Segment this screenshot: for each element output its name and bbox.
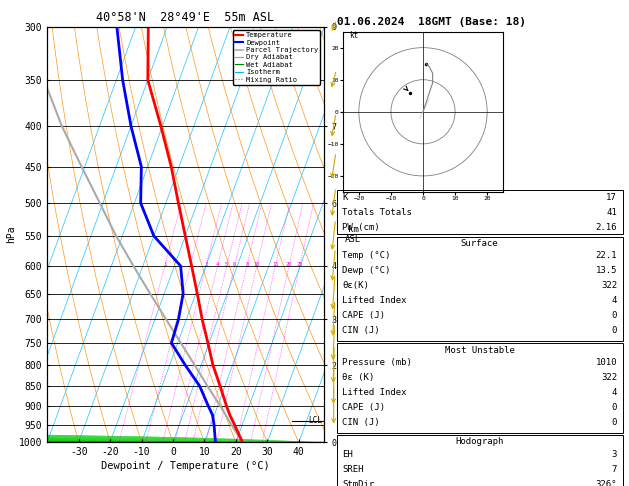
Text: 15: 15 [272,261,279,266]
Text: StmDir: StmDir [342,480,374,486]
Text: 25: 25 [296,261,303,266]
Text: Most Unstable: Most Unstable [445,346,515,354]
Text: CAPE (J): CAPE (J) [342,403,385,412]
Text: 322: 322 [601,373,617,382]
Text: 01.06.2024  18GMT (Base: 18): 01.06.2024 18GMT (Base: 18) [337,17,525,27]
Text: kt: kt [349,31,359,40]
Text: θε (K): θε (K) [342,373,374,382]
Text: 1: 1 [163,261,166,266]
Text: 2.16: 2.16 [596,223,617,232]
Text: 0: 0 [611,326,617,335]
X-axis label: Dewpoint / Temperature (°C): Dewpoint / Temperature (°C) [101,461,270,471]
Text: Lifted Index: Lifted Index [342,296,407,305]
Text: 4: 4 [611,388,617,397]
Text: 326°: 326° [596,480,617,486]
Bar [337,435,623,486]
Title: 40°58'N  28°49'E  55m ASL: 40°58'N 28°49'E 55m ASL [96,11,275,24]
Text: Surface: Surface [461,239,498,248]
Y-axis label: km
ASL: km ASL [345,225,361,244]
Text: 3: 3 [611,450,617,459]
Text: SREH: SREH [342,465,364,474]
Text: θε(K): θε(K) [342,281,369,290]
Text: Temp (°C): Temp (°C) [342,251,391,260]
Bar [337,237,623,341]
Bar [337,190,623,234]
Text: 22.1: 22.1 [596,251,617,260]
Text: 0: 0 [611,403,617,412]
Text: LCL: LCL [308,417,323,425]
Text: K: K [342,193,348,202]
Text: 322: 322 [601,281,617,290]
Text: Pressure (mb): Pressure (mb) [342,358,412,367]
Text: Lifted Index: Lifted Index [342,388,407,397]
Text: 3: 3 [204,261,208,266]
Text: 0: 0 [611,311,617,320]
Text: Totals Totals: Totals Totals [342,208,412,217]
Text: 13.5: 13.5 [596,266,617,276]
Text: CAPE (J): CAPE (J) [342,311,385,320]
Text: Hodograph: Hodograph [455,437,504,446]
Text: 17: 17 [606,193,617,202]
Text: 1010: 1010 [596,358,617,367]
Text: 10: 10 [253,261,260,266]
Text: PW (cm): PW (cm) [342,223,380,232]
Text: CIN (J): CIN (J) [342,326,380,335]
Text: 41: 41 [606,208,617,217]
Text: 2: 2 [189,261,192,266]
Y-axis label: hPa: hPa [6,226,16,243]
Text: 7: 7 [611,465,617,474]
Text: CIN (J): CIN (J) [342,418,380,427]
Text: 8: 8 [245,261,248,266]
Text: 5: 5 [225,261,228,266]
Legend: Temperature, Dewpoint, Parcel Trajectory, Dry Adiabat, Wet Adiabat, Isotherm, Mi: Temperature, Dewpoint, Parcel Trajectory… [233,30,320,85]
Text: EH: EH [342,450,353,459]
Text: 6: 6 [233,261,236,266]
Text: 4: 4 [611,296,617,305]
Text: Dewp (°C): Dewp (°C) [342,266,391,276]
Text: 4: 4 [216,261,219,266]
Bar [337,343,623,433]
Text: 0: 0 [611,418,617,427]
Text: 20: 20 [286,261,292,266]
